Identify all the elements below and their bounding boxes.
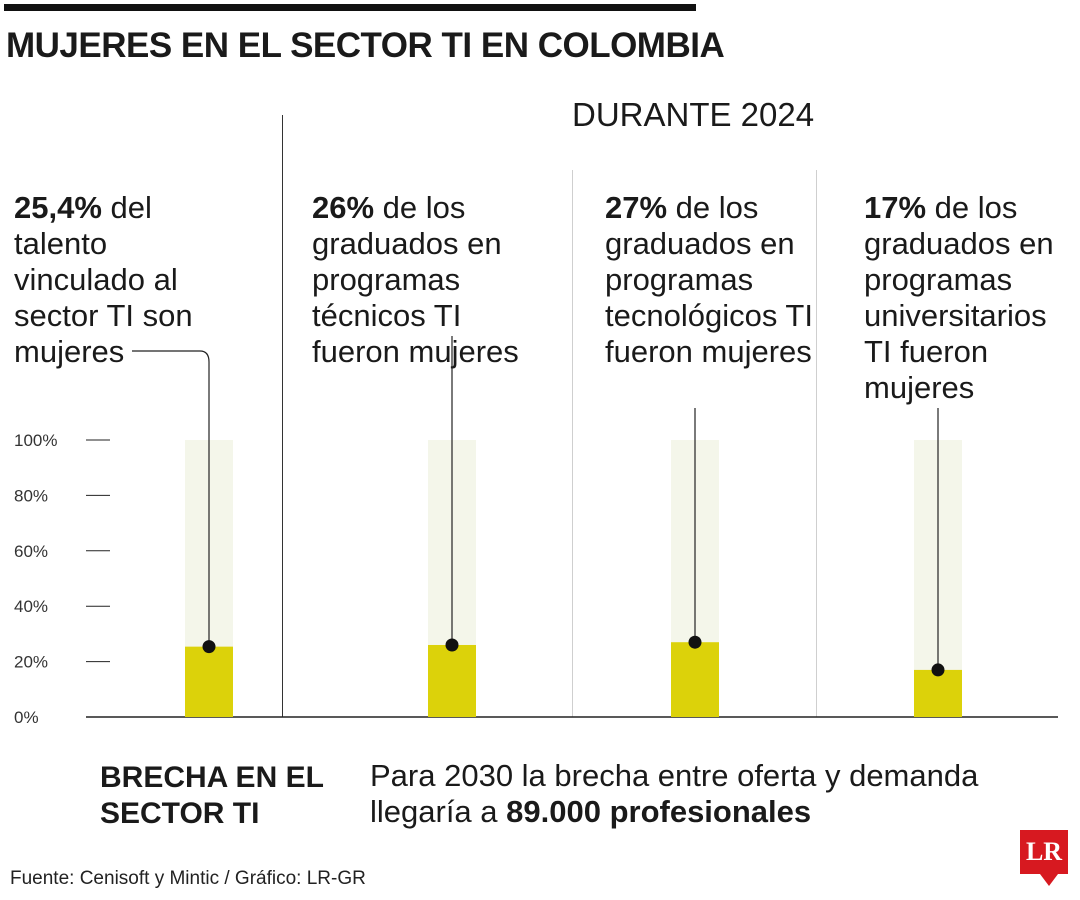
bar bbox=[671, 642, 719, 717]
column-divider bbox=[572, 170, 573, 717]
annotation-universitarios: 17% de los graduados en programas univer… bbox=[864, 190, 1064, 406]
data-point bbox=[688, 635, 702, 649]
y-tick-label: 0% bbox=[14, 708, 39, 727]
annotation-tecnicos: 26% de los graduados en programas técnic… bbox=[312, 190, 532, 370]
y-tick-label: 60% bbox=[14, 542, 48, 561]
chart-subtitle: DURANTE 2024 bbox=[572, 96, 815, 133]
annotation-value: 25,4% bbox=[14, 190, 102, 225]
brecha-heading: BRECHA EN EL SECTOR TI bbox=[100, 761, 324, 830]
column-divider bbox=[816, 170, 817, 717]
y-tick-label: 100% bbox=[14, 431, 57, 450]
annotation-talento: 25,4% del talento vinculado al sector TI… bbox=[14, 190, 214, 370]
annotation-tecnologicos: 27% de los graduados en programas tecnol… bbox=[605, 190, 825, 370]
y-tick-label: 80% bbox=[14, 486, 48, 505]
annotation-value: 26% bbox=[312, 190, 375, 225]
annotation-text: del talento vinculado al sector TI son m… bbox=[14, 190, 193, 369]
lr-logo-tail bbox=[1040, 874, 1058, 886]
lr-logo: LR bbox=[1020, 830, 1068, 874]
note-text: Para 2030 la brecha entre oferta y deman… bbox=[370, 758, 979, 829]
y-tick-label: 40% bbox=[14, 597, 48, 616]
data-point bbox=[445, 638, 459, 652]
bar bbox=[185, 646, 233, 717]
brecha-note: Para 2030 la brecha entre oferta y deman… bbox=[370, 758, 1010, 830]
bar bbox=[914, 669, 962, 717]
bar bbox=[428, 644, 476, 717]
top-rule bbox=[4, 4, 696, 11]
annotation-text: de los graduados en programas técnicos T… bbox=[312, 190, 519, 369]
data-point bbox=[931, 663, 945, 677]
note-value: 89.000 profesionales bbox=[506, 794, 812, 829]
annotation-text: de los graduados en programas universita… bbox=[864, 190, 1054, 405]
annotation-text: de los graduados en programas tecnológic… bbox=[605, 190, 813, 369]
y-tick-label: 20% bbox=[14, 653, 48, 672]
section-divider bbox=[282, 115, 283, 717]
leader-line bbox=[132, 350, 210, 647]
source-credit: Fuente: Cenisoft y Mintic / Gráfico: LR-… bbox=[10, 868, 366, 889]
annotation-value: 27% bbox=[605, 190, 668, 225]
annotation-value: 17% bbox=[864, 190, 927, 225]
data-point bbox=[202, 640, 216, 654]
chart-title: MUJERES EN EL SECTOR TI EN COLOMBIA bbox=[6, 26, 725, 65]
